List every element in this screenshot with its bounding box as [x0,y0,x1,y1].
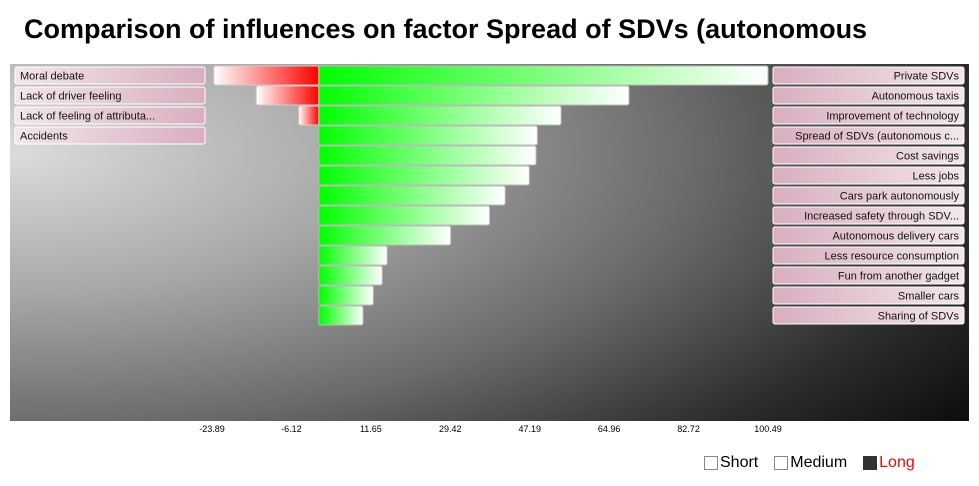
right-category-label[interactable]: Sharing of SDVs [772,306,965,325]
bar-positive[interactable] [318,225,452,246]
right-label-box [772,186,965,205]
bar-positive[interactable] [318,145,537,166]
right-label-text: Less resource consumption [824,251,959,263]
left-label-text: Lack of driver feeling [20,91,122,103]
bar-positive[interactable] [318,245,388,266]
bar-negative[interactable] [213,65,320,86]
right-label-text: Fun from another gadget [838,271,959,283]
x-tick-label: -6.12 [281,424,302,434]
bar-positive[interactable] [318,285,374,306]
right-label-text: Autonomous delivery cars [832,231,959,243]
bar-positive[interactable] [318,265,383,286]
right-label-text: Smaller cars [898,291,960,303]
bar-positive[interactable] [318,105,562,126]
x-tick-label: 11.65 [360,424,382,434]
right-category-label[interactable]: Autonomous taxis [772,86,965,105]
right-label-box [772,126,965,145]
right-label-box [772,166,965,185]
legend: Short Medium Long [704,453,931,473]
right-label-text: Private SDVs [894,71,960,83]
right-label-text: Less jobs [913,171,960,183]
chart-title: Comparison of influences on factor Sprea… [24,14,868,44]
bar-positive[interactable] [318,185,506,206]
right-label-text: Cost savings [896,151,959,163]
bar-negative[interactable] [255,85,320,106]
right-label-box [772,206,965,225]
right-label-text: Autonomous taxis [872,91,960,103]
right-label-box [772,106,965,125]
left-label-text: Lack of feeling of attributa... [20,111,155,123]
right-category-label[interactable]: Less jobs [772,166,965,185]
right-category-label[interactable]: Less resource consumption [772,246,965,265]
legend-swatch-long [863,456,878,470]
right-category-label[interactable]: Improvement of technology [772,106,965,125]
left-label-text: Accidents [20,131,68,143]
legend-swatch-medium [774,456,789,470]
right-label-box [772,226,965,245]
left-label-box [14,86,206,105]
right-category-label[interactable]: Private SDVs [772,66,965,85]
right-label-box [772,86,965,105]
left-category-label[interactable]: Lack of driver feeling [14,86,206,105]
legend-item-long[interactable]: Long [863,454,915,472]
right-label-text: Cars park autonomously [840,191,960,203]
bar-positive[interactable] [318,65,769,86]
right-label-text: Improvement of technology [826,111,959,123]
x-tick-label: -23.89 [199,424,225,434]
right-label-box [772,286,965,305]
left-label-box [14,126,206,145]
left-category-label[interactable]: Moral debate [14,66,206,85]
bar-negative[interactable] [298,105,320,126]
legend-swatch-short [704,456,718,470]
legend-item-short[interactable]: Short [704,454,758,472]
right-label-box [772,246,965,265]
bar-positive[interactable] [318,205,491,226]
right-category-label[interactable]: Spread of SDVs (autonomous c... [772,126,965,145]
right-category-label[interactable]: Fun from another gadget [772,266,965,285]
bar-positive[interactable] [318,85,630,106]
right-category-label[interactable]: Smaller cars [772,286,965,305]
right-category-label[interactable]: Cars park autonomously [772,186,965,205]
right-category-label[interactable]: Cost savings [772,146,965,165]
left-category-label[interactable]: Accidents [14,126,206,145]
left-category-label[interactable]: Lack of feeling of attributa... [14,106,206,125]
bar-positive[interactable] [318,165,530,186]
legend-label-short: Short [720,454,759,471]
right-label-box [772,66,965,85]
x-tick-label: 47.19 [518,424,541,434]
right-label-box [772,146,965,165]
right-label-text: Increased safety through SDV... [804,211,959,223]
bar-positive[interactable] [318,305,364,326]
x-tick-label: 100.49 [754,424,782,434]
legend-label-medium: Medium [790,454,848,471]
right-label-box [772,306,965,325]
left-label-text: Moral debate [20,71,84,83]
right-category-label[interactable]: Increased safety through SDV... [772,206,965,225]
right-label-box [772,266,965,285]
x-tick-label: 29.42 [439,424,462,434]
x-tick-label: 64.96 [598,424,621,434]
legend-label-long: Long [879,454,915,471]
right-category-label[interactable]: Autonomous delivery cars [772,226,965,245]
right-label-text: Spread of SDVs (autonomous c... [795,131,959,143]
left-label-box [14,106,206,125]
bar-positive[interactable] [318,125,538,146]
left-label-box [14,66,206,85]
right-label-text: Sharing of SDVs [878,311,960,323]
x-tick-label: 82.72 [677,424,700,434]
legend-item-medium[interactable]: Medium [774,454,847,472]
